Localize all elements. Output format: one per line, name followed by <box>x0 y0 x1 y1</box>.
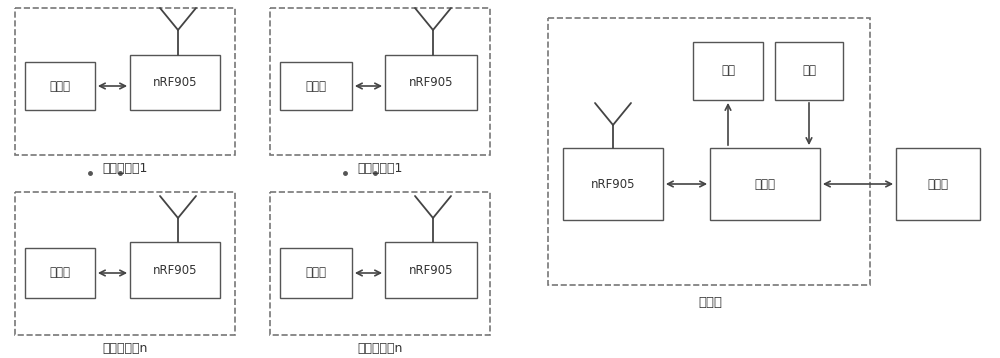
Text: 液晶: 液晶 <box>721 64 735 77</box>
Text: 单片机: 单片机 <box>306 79 326 92</box>
Bar <box>710 148 820 220</box>
Text: 单片机: 单片机 <box>755 178 776 190</box>
Text: nRF905: nRF905 <box>409 76 453 89</box>
Text: 单片机: 单片机 <box>50 266 70 280</box>
Bar <box>775 42 843 100</box>
Bar <box>563 148 663 220</box>
Text: 离子流探头n: 离子流探头n <box>357 342 403 354</box>
Bar <box>15 8 235 155</box>
Bar <box>15 192 235 335</box>
Text: 上位机: 上位机 <box>698 295 722 309</box>
Bar <box>25 62 95 110</box>
Text: 离子流探头1: 离子流探头1 <box>357 161 403 174</box>
Text: nRF905: nRF905 <box>153 76 197 89</box>
Bar <box>270 192 490 335</box>
Bar <box>280 62 352 110</box>
Text: 合成场探头n: 合成场探头n <box>102 342 148 354</box>
Bar <box>25 248 95 298</box>
Text: nRF905: nRF905 <box>409 263 453 276</box>
Text: nRF905: nRF905 <box>591 178 635 190</box>
Bar <box>896 148 980 220</box>
Text: 合成场探头1: 合成场探头1 <box>102 161 148 174</box>
Text: 计算机: 计算机 <box>928 178 948 190</box>
Bar <box>280 248 352 298</box>
Bar <box>385 55 477 110</box>
Text: 按键: 按键 <box>802 64 816 77</box>
Bar <box>548 18 870 285</box>
Bar <box>385 242 477 298</box>
Text: 单片机: 单片机 <box>306 266 326 280</box>
Bar <box>130 55 220 110</box>
Bar <box>130 242 220 298</box>
Bar <box>270 8 490 155</box>
Text: nRF905: nRF905 <box>153 263 197 276</box>
Bar <box>693 42 763 100</box>
Text: 单片机: 单片机 <box>50 79 70 92</box>
